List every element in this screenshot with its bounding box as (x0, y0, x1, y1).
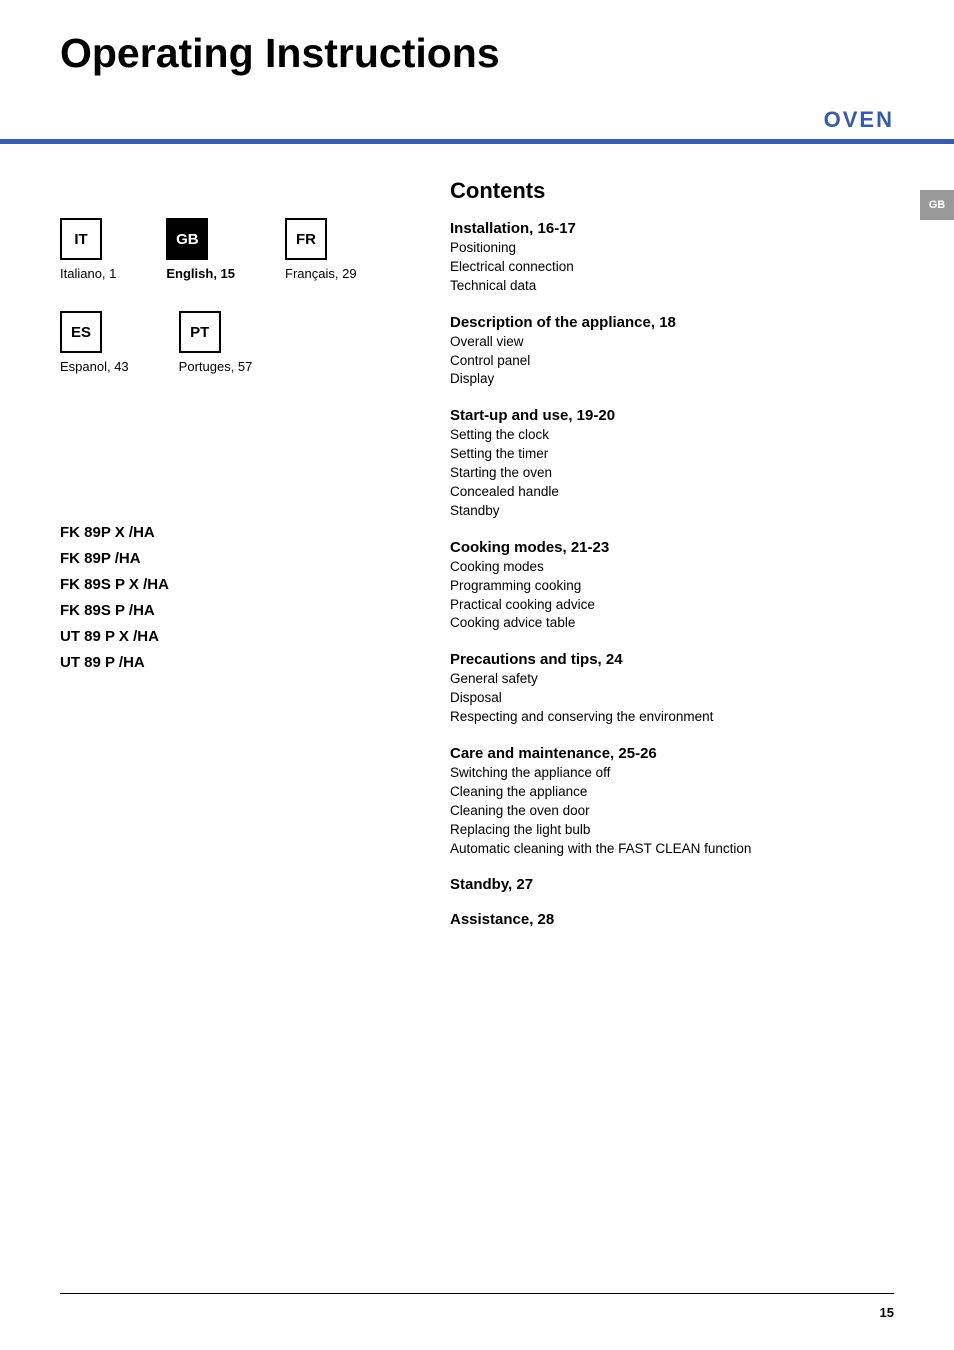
model-number: FK 89S P /HA (60, 602, 390, 619)
product-category: OVEN (824, 107, 894, 133)
language-code-box: IT (60, 218, 102, 260)
page-number: 15 (880, 1305, 894, 1320)
contents-section: Description of the appliance, 18 Overall … (450, 314, 894, 390)
section-item: Technical data (450, 277, 894, 296)
contents-section: Precautions and tips, 24 General safetyDi… (450, 651, 894, 727)
language-item[interactable]: GB English, 15 (166, 218, 235, 281)
section-item: Setting the clock (450, 426, 894, 445)
section-item: Cleaning the oven door (450, 802, 894, 821)
language-code-box: FR (285, 218, 327, 260)
model-list: FK 89P X /HA FK 89P /HA FK 89S P X /HA FK 8… (60, 524, 390, 671)
contents-section: Cooking modes, 21-23 Cooking modesProgram… (450, 539, 894, 634)
language-item[interactable]: PT Portuges, 57 (179, 311, 253, 374)
language-code-box: PT (179, 311, 221, 353)
section-item: Cooking advice table (450, 614, 894, 633)
section-item: Overall view (450, 333, 894, 352)
section-item: Respecting and conserving the environmen… (450, 708, 894, 727)
language-label: English, 15 (166, 266, 235, 281)
language-code-box: GB (166, 218, 208, 260)
model-number: FK 89S P X /HA (60, 576, 390, 593)
contents-sections: Installation, 16-17 PositioningElectrical… (450, 220, 894, 928)
language-item[interactable]: ES Espanol, 43 (60, 311, 129, 374)
section-title[interactable]: Description of the appliance, 18 (450, 314, 894, 331)
language-grid: IT Italiano, 1 GB English, 15 FR Français, 29… (60, 218, 390, 374)
footer-rule (60, 1293, 894, 1294)
model-number: FK 89P X /HA (60, 524, 390, 541)
section-title[interactable]: Care and maintenance, 25-26 (450, 745, 894, 762)
section-item: Replacing the light bulb (450, 821, 894, 840)
language-code-box: ES (60, 311, 102, 353)
contents-heading: Contents (450, 178, 894, 204)
language-tab: GB (920, 190, 954, 220)
left-column: IT Italiano, 1 GB English, 15 FR Français, 29… (60, 178, 390, 946)
section-item: Control panel (450, 352, 894, 371)
language-label: Italiano, 1 (60, 266, 116, 281)
section-title[interactable]: Assistance, 28 (450, 911, 894, 928)
header-divider (0, 139, 954, 144)
language-item[interactable]: IT Italiano, 1 (60, 218, 116, 281)
section-item: Starting the oven (450, 464, 894, 483)
contents-section: Standby, 27 (450, 876, 894, 893)
section-title[interactable]: Standby, 27 (450, 876, 894, 893)
language-label: Français, 29 (285, 266, 357, 281)
section-title[interactable]: Installation, 16-17 (450, 220, 894, 237)
contents-section: Care and maintenance, 25-26 Switching the… (450, 745, 894, 858)
section-title[interactable]: Precautions and tips, 24 (450, 651, 894, 668)
contents-section: Assistance, 28 (450, 911, 894, 928)
document-title: Operating Instructions (60, 30, 894, 77)
model-number: FK 89P /HA (60, 550, 390, 567)
contents-section: Start-up and use, 19-20 Setting the clock… (450, 407, 894, 520)
contents-column: Contents Installation, 16-17 PositioningE… (450, 178, 894, 946)
section-item: Electrical connection (450, 258, 894, 277)
section-item: Switching the appliance off (450, 764, 894, 783)
language-item[interactable]: FR Français, 29 (285, 218, 357, 281)
section-item: Cooking modes (450, 558, 894, 577)
section-item: Display (450, 370, 894, 389)
section-title[interactable]: Start-up and use, 19-20 (450, 407, 894, 424)
section-item: Concealed handle (450, 483, 894, 502)
section-item: Automatic cleaning with the FAST CLEAN f… (450, 840, 894, 859)
model-number: UT 89 P X /HA (60, 628, 390, 645)
contents-section: Installation, 16-17 PositioningElectrical… (450, 220, 894, 296)
section-item: Disposal (450, 689, 894, 708)
model-number: UT 89 P /HA (60, 654, 390, 671)
language-label: Portuges, 57 (179, 359, 253, 374)
section-item: Standby (450, 502, 894, 521)
section-item: Setting the timer (450, 445, 894, 464)
section-item: General safety (450, 670, 894, 689)
section-item: Positioning (450, 239, 894, 258)
section-item: Practical cooking advice (450, 596, 894, 615)
language-label: Espanol, 43 (60, 359, 129, 374)
section-title[interactable]: Cooking modes, 21-23 (450, 539, 894, 556)
section-item: Programming cooking (450, 577, 894, 596)
section-item: Cleaning the appliance (450, 783, 894, 802)
